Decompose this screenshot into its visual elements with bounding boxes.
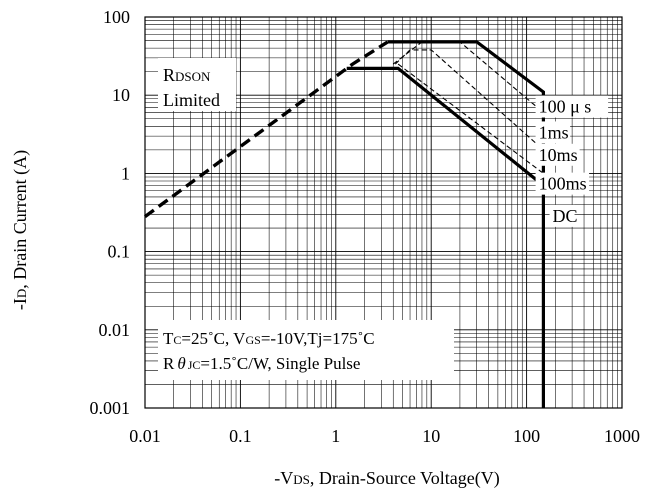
y-tick-label: 0.001: [90, 398, 131, 418]
x-tick-label: 1000: [604, 426, 640, 446]
series-label: DC: [553, 206, 578, 226]
series-label: 1ms: [539, 122, 569, 142]
x-tick-label: 0.01: [129, 426, 161, 446]
x-tick-label: 100: [513, 426, 540, 446]
series-100ms: [397, 63, 544, 174]
series-10ms: [394, 49, 544, 151]
y-tick-label: 10: [112, 85, 130, 105]
series-label: 100ms: [539, 174, 587, 194]
x-tick-label: 10: [422, 426, 440, 446]
y-tick-label: 100: [103, 7, 130, 27]
x-axis-title: -VDS, Drain-Source Voltage(V): [274, 468, 499, 489]
series-label-bg: [535, 143, 580, 166]
limited-label: Limited: [163, 90, 220, 110]
y-axis-title: -ID, Drain Current (A): [10, 150, 31, 310]
series-label-bg: [549, 204, 575, 227]
series-label-bg: [535, 172, 590, 195]
series-100-s: [387, 40, 545, 408]
series-dc: [346, 66, 545, 187]
x-tick-label: 1: [331, 426, 340, 446]
y-tick-label: 1: [121, 163, 130, 183]
series-labels: 100 μ s 1ms 10ms 100ms DC: [535, 95, 609, 227]
y-tick-label: 0.01: [99, 320, 131, 340]
series-label-bg: [535, 95, 609, 118]
series-label-bg: [535, 121, 571, 144]
plot-frame: [144, 16, 623, 409]
series-label: 10ms: [539, 145, 578, 165]
x-tick-label: 0.1: [229, 426, 252, 446]
rdson-label: RDSON: [163, 65, 211, 85]
conditions-line-1: TC=25˚C, VGS=-10V,Tj=175˚C: [163, 329, 375, 348]
y-tick-label: 0.1: [108, 242, 131, 262]
rdson-annotation: RDSON Limited: [158, 58, 236, 111]
series-layer: [143, 40, 545, 408]
tick-labels: 0.01 0.1 1 10 100 1000 0.001 0.01 0.1 1 10 100: [90, 7, 641, 446]
series-rdson-limited: [143, 40, 389, 218]
series-1ms: [392, 41, 544, 113]
series-label: 100 μ s: [539, 97, 592, 117]
